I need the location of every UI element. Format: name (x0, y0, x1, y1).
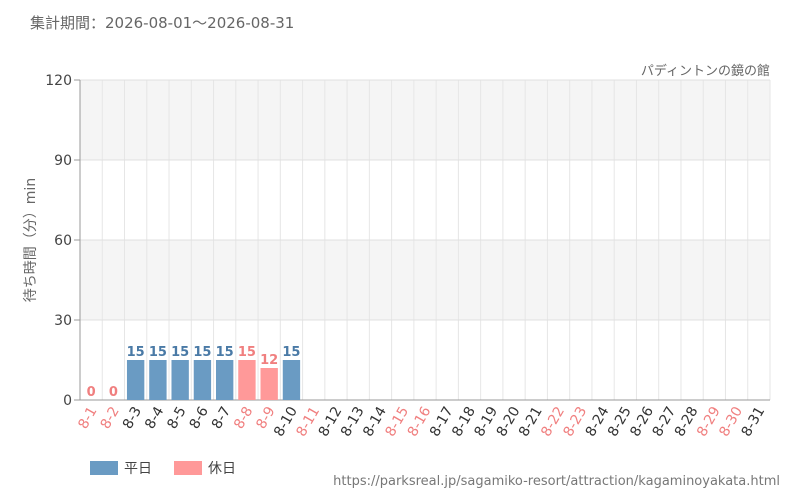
y-tick-label: 0 (63, 393, 72, 409)
bar-value-label: 15 (238, 345, 256, 360)
x-tick-label: 8-31 (739, 404, 769, 440)
period-label: 集計期間：2026-08-01～2026-08-31 (30, 14, 295, 32)
legend-label-weekday: 平日 (124, 461, 152, 477)
background-band (80, 240, 770, 320)
bar (149, 360, 167, 400)
bar (193, 360, 212, 400)
bar-value-label: 15 (149, 345, 167, 360)
legend-swatch-holiday (174, 461, 202, 475)
bar (282, 360, 301, 400)
y-tick-label: 90 (54, 153, 72, 169)
bar-value-label: 15 (127, 345, 145, 360)
bar-value-label: 15 (193, 345, 211, 360)
bar (260, 368, 278, 400)
bar (238, 360, 256, 400)
x-tick-label: 8-7 (209, 404, 234, 432)
x-tick-label: 8-8 (231, 404, 256, 432)
x-tick-label: 8-3 (120, 404, 145, 432)
value-labels: 0 0 15 15 15 15 15 15 12 15 (87, 345, 301, 400)
bar (126, 360, 145, 400)
bar-value-label: 15 (282, 345, 300, 360)
bar (171, 360, 189, 400)
legend-swatch-weekday (90, 461, 118, 475)
x-tick-label: 8-2 (98, 404, 123, 432)
bar-value-label: 15 (216, 345, 234, 360)
bar-value-label: 0 (87, 385, 96, 400)
background-band (80, 80, 770, 160)
legend-item-holiday: 休日 (174, 458, 236, 478)
source-url-link[interactable]: https://parksreal.jp/sagamiko-resort/att… (333, 474, 780, 489)
x-axis-labels: 8-18-28-38-48-58-68-78-88-98-108-118-128… (75, 404, 768, 440)
legend: 平日 休日 (90, 458, 258, 478)
x-tick-label: 8-4 (142, 404, 167, 432)
y-tick-label: 60 (54, 233, 72, 249)
x-tick-label: 8-6 (187, 404, 212, 432)
y-axis-title: 待ち時間（分）min (23, 178, 39, 302)
y-tick-label: 30 (54, 313, 72, 329)
legend-label-holiday: 休日 (208, 461, 236, 477)
background-band (80, 160, 770, 240)
legend-item-weekday: 平日 (90, 458, 152, 478)
background-bands (80, 80, 770, 400)
bar-value-label: 0 (109, 385, 118, 400)
y-tick-label: 120 (45, 73, 72, 89)
bars (126, 360, 301, 400)
attraction-name: パディントンの鏡の館 (640, 64, 770, 79)
x-tick-label: 8-5 (164, 404, 189, 432)
bar-value-label: 12 (260, 353, 278, 368)
gridlines (79, 79, 771, 401)
bar-value-label: 15 (171, 345, 189, 360)
bar (215, 360, 234, 400)
x-tick-label: 8-1 (75, 404, 100, 432)
